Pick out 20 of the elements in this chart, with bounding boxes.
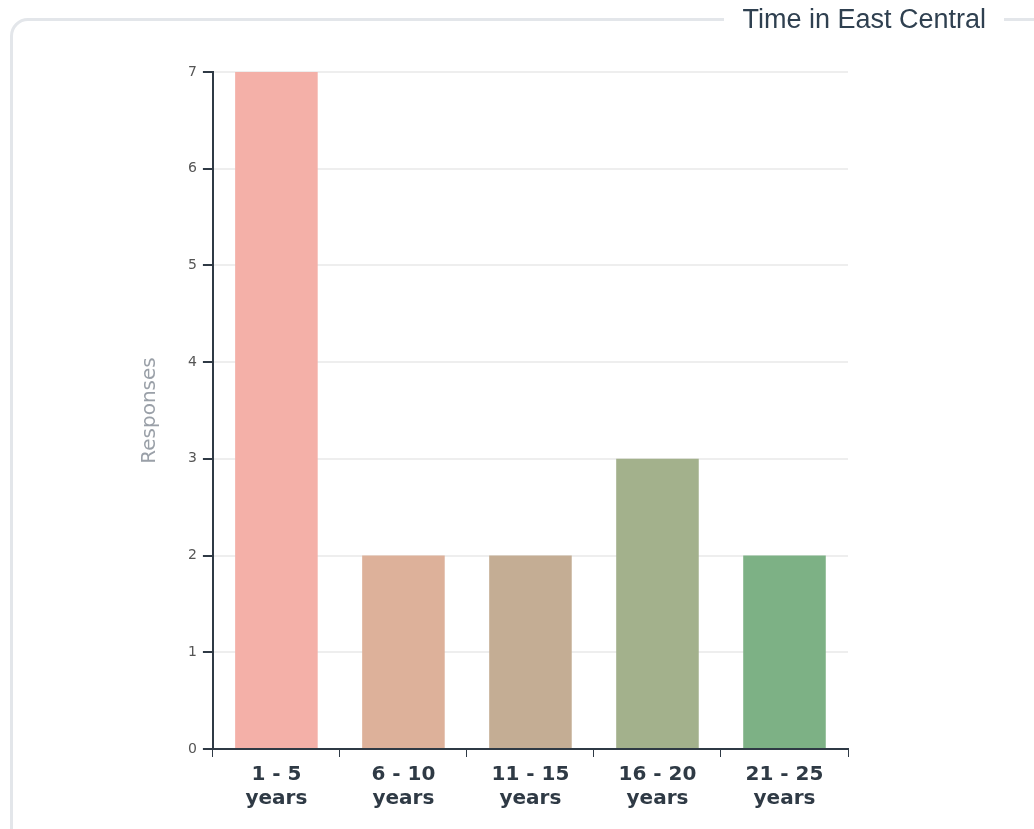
x-tick-label: 16 - 20 years <box>618 761 697 810</box>
y-tick-label: 7 <box>187 62 197 79</box>
bar <box>362 555 445 748</box>
y-tick-label: 4 <box>187 352 197 369</box>
y-tick-label: 5 <box>187 256 197 273</box>
bar <box>743 555 826 748</box>
bar <box>489 555 572 748</box>
y-tick-label: 0 <box>187 739 197 756</box>
y-tick-label: 3 <box>187 449 197 466</box>
bar <box>616 458 699 748</box>
y-axis-title: Responses <box>136 357 161 464</box>
chart-title: Time in East Central <box>724 4 1004 35</box>
x-tick-label: 21 - 25 years <box>745 761 824 810</box>
x-tick-label: 6 - 10 years <box>371 761 436 810</box>
y-tick-label: 2 <box>187 546 197 563</box>
x-tick-label: 11 - 15 years <box>491 761 570 810</box>
bar <box>235 72 318 748</box>
x-tick-label: 1 - 5 years <box>245 761 308 810</box>
y-tick-label: 1 <box>187 642 197 659</box>
y-tick-label: 6 <box>187 159 197 176</box>
